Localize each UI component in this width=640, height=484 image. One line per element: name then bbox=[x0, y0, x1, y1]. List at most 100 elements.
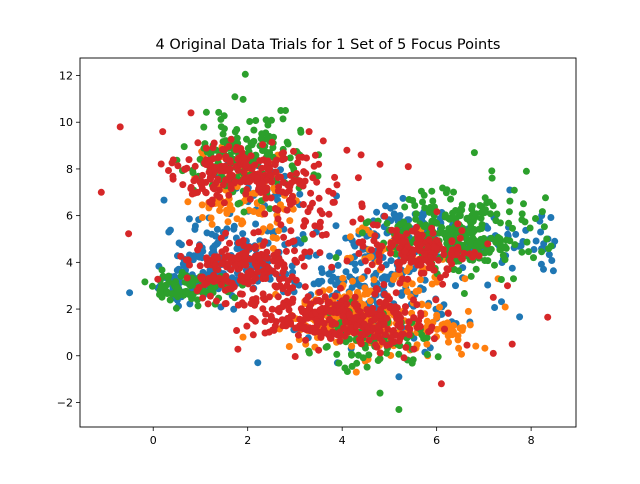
data-point bbox=[252, 117, 260, 124]
data-point bbox=[398, 291, 406, 299]
data-point bbox=[302, 296, 310, 304]
data-point bbox=[363, 363, 371, 371]
data-point bbox=[467, 272, 475, 280]
data-point bbox=[402, 343, 410, 351]
data-point bbox=[175, 239, 183, 247]
data-point bbox=[401, 308, 409, 316]
data-point bbox=[339, 274, 347, 282]
data-point bbox=[222, 245, 230, 253]
data-point bbox=[450, 188, 457, 196]
data-point bbox=[158, 266, 166, 274]
data-point bbox=[399, 275, 406, 283]
data-point bbox=[403, 267, 411, 275]
data-point bbox=[412, 215, 420, 223]
x-tick-label: 0 bbox=[150, 434, 157, 447]
data-point bbox=[413, 301, 421, 309]
data-point bbox=[174, 162, 182, 170]
data-point bbox=[236, 290, 244, 298]
y-tick-label: 4 bbox=[66, 256, 73, 269]
data-point bbox=[463, 214, 471, 222]
data-point bbox=[491, 261, 498, 269]
data-point bbox=[403, 230, 411, 238]
data-point bbox=[215, 108, 223, 116]
data-point bbox=[186, 239, 193, 247]
data-point bbox=[211, 261, 219, 269]
data-point bbox=[342, 294, 350, 302]
data-point bbox=[286, 217, 294, 225]
data-point bbox=[263, 254, 271, 262]
data-point bbox=[116, 123, 124, 131]
data-point bbox=[439, 280, 447, 288]
data-point bbox=[271, 205, 279, 212]
data-point bbox=[268, 178, 276, 186]
data-point bbox=[428, 224, 436, 232]
data-point bbox=[181, 165, 189, 173]
data-point bbox=[242, 161, 250, 169]
data-point bbox=[339, 312, 347, 320]
data-point bbox=[499, 251, 507, 259]
data-point bbox=[356, 338, 364, 346]
data-point bbox=[266, 205, 274, 213]
data-point bbox=[351, 293, 359, 301]
data-point bbox=[160, 196, 168, 204]
data-point bbox=[263, 248, 271, 256]
data-point bbox=[488, 174, 496, 182]
data-point bbox=[483, 199, 491, 207]
data-point bbox=[329, 189, 337, 197]
data-point bbox=[232, 162, 240, 170]
data-point bbox=[183, 274, 191, 282]
data-point bbox=[381, 331, 389, 339]
data-point bbox=[182, 256, 190, 264]
data-point bbox=[223, 209, 231, 217]
data-point bbox=[243, 272, 251, 280]
data-point bbox=[354, 174, 362, 182]
data-point bbox=[400, 218, 408, 226]
data-point bbox=[376, 298, 384, 306]
y-tick-label: 10 bbox=[59, 116, 73, 129]
data-point bbox=[274, 215, 282, 223]
data-point bbox=[360, 312, 367, 320]
data-point bbox=[213, 177, 221, 185]
data-point bbox=[227, 135, 235, 143]
y-tick-label: −2 bbox=[57, 396, 73, 409]
data-point bbox=[294, 331, 302, 339]
data-point bbox=[395, 406, 403, 413]
data-point bbox=[376, 355, 384, 363]
data-point bbox=[196, 262, 204, 270]
data-point bbox=[409, 356, 417, 364]
data-point bbox=[264, 121, 272, 129]
data-point bbox=[488, 167, 496, 175]
data-point bbox=[163, 288, 171, 296]
data-point bbox=[273, 234, 281, 242]
data-point bbox=[310, 280, 318, 288]
data-point bbox=[261, 210, 269, 218]
data-point bbox=[220, 275, 228, 283]
data-point bbox=[316, 223, 324, 231]
data-point bbox=[198, 201, 206, 209]
data-point bbox=[166, 296, 174, 304]
data-point bbox=[508, 340, 516, 348]
data-point bbox=[472, 210, 480, 218]
data-point bbox=[342, 338, 350, 346]
data-point bbox=[390, 308, 397, 316]
data-point bbox=[463, 341, 471, 349]
data-point bbox=[450, 265, 458, 273]
data-point bbox=[261, 296, 269, 304]
data-point bbox=[402, 303, 409, 311]
data-point bbox=[458, 255, 466, 263]
data-point bbox=[312, 327, 320, 335]
data-point bbox=[374, 322, 382, 330]
data-point bbox=[279, 322, 287, 330]
data-point bbox=[210, 271, 218, 279]
data-point bbox=[364, 290, 371, 298]
y-axis: −2 0 2 4 6 8 10 12 bbox=[57, 70, 80, 409]
data-point bbox=[448, 237, 456, 245]
data-point bbox=[290, 177, 298, 185]
data-point bbox=[370, 333, 378, 341]
data-point bbox=[510, 275, 517, 283]
data-point bbox=[466, 239, 474, 247]
data-point bbox=[278, 316, 286, 324]
data-point bbox=[359, 238, 367, 246]
data-point bbox=[331, 330, 339, 338]
data-point bbox=[262, 275, 270, 282]
